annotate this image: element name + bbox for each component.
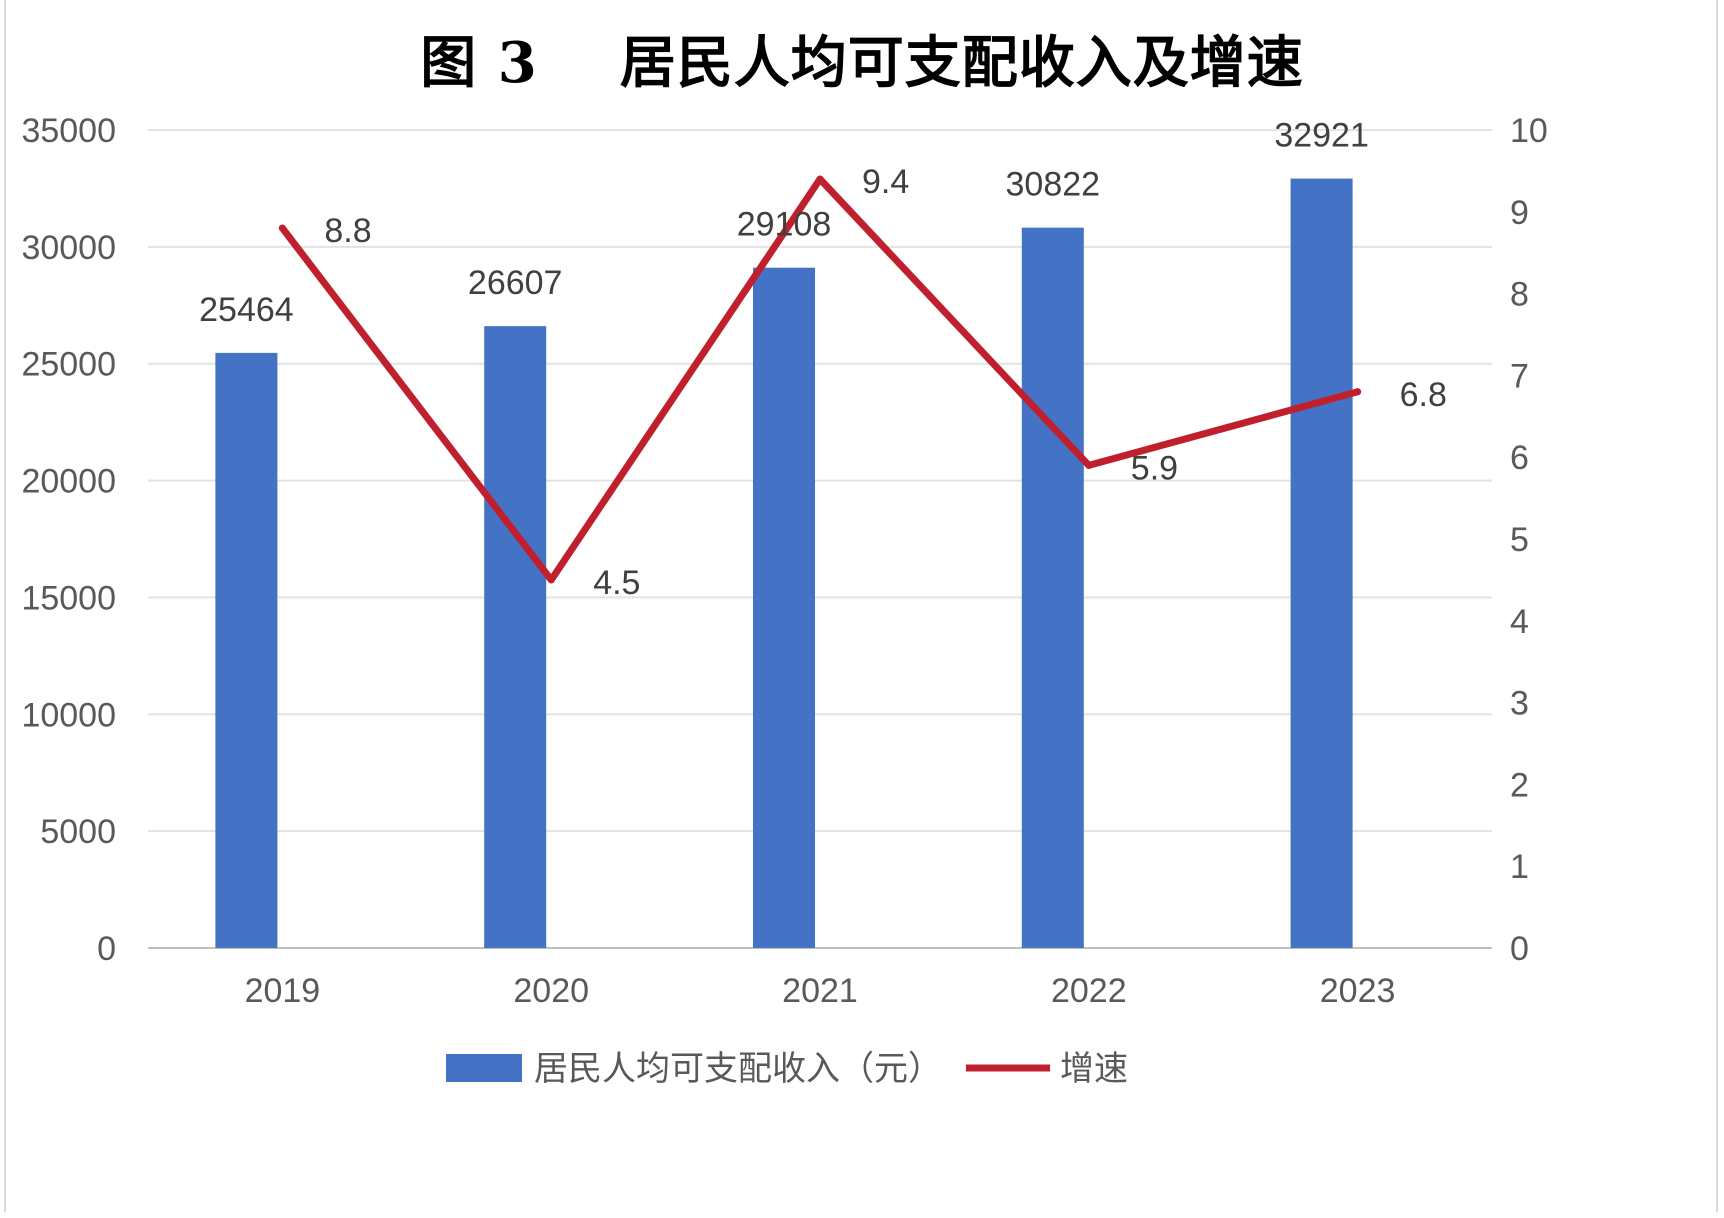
y-right-tick-label: 8 [1510,276,1529,314]
x-tick-label: 2021 [782,972,858,1010]
chart-frame [4,0,1718,1212]
line-value-label: 6.8 [1400,376,1447,414]
gridlines [148,129,1492,949]
bar-value-label: 26607 [468,264,563,302]
y-left-tick-label: 30000 [21,229,116,267]
line-point [278,224,286,232]
bar [215,352,278,948]
y-left-tick-label: 35000 [21,112,116,150]
bar [753,267,815,948]
y-right-tick-label: 6 [1510,439,1529,477]
bar-value-label: 25464 [199,291,294,329]
y-right-tick-label: 9 [1510,194,1529,232]
line-value-label: 5.9 [1131,449,1178,487]
legend-swatch-bar [446,1054,522,1082]
bar [484,326,547,949]
y-right-tick-label: 3 [1510,685,1529,723]
bar-value-label: 32921 [1274,117,1369,155]
x-tick-label: 2022 [1051,972,1127,1010]
bar-series [215,178,1353,949]
line-value-label: 4.5 [593,564,640,602]
axes: 0 5000 10000 15000 20000 25000 30000 35000 0 1 2 3 4… [21,112,1547,1010]
y-right-tick-label: 2 [1510,766,1529,804]
x-tick-label: 2020 [513,972,589,1010]
legend-label-bar: 居民人均可支配收入（元） [534,1049,942,1089]
data-labels: 25464 26607 29108 30822 32921 8.8 4.5 9.4 5.9 6.8 [199,117,1447,602]
bar-value-label: 29108 [737,206,832,244]
y-left-tick-label: 20000 [21,463,116,501]
line-point [816,175,824,183]
legend: 居民人均可支配收入（元） 增速 [446,1049,1128,1089]
y-right-tick-label: 7 [1510,357,1529,395]
line-series [278,175,1362,584]
bar [1021,227,1084,949]
y-right-tick-label: 5 [1510,521,1529,559]
line-point [1354,388,1362,396]
y-right-tick-label: 0 [1510,930,1529,968]
y-left-tick-label: 0 [97,930,116,968]
y-left-tick-label: 5000 [40,813,116,851]
line-point [547,576,555,584]
bar [1290,178,1353,948]
line-value-label: 9.4 [862,163,909,201]
y-left-tick-label: 15000 [21,579,116,617]
y-left-tick-label: 10000 [21,696,116,734]
chart-title: 图 3 居民人均可支配收入及增速 [420,30,1304,96]
bar-value-label: 30822 [1006,166,1101,204]
legend-label-line: 增速 [1060,1049,1128,1089]
x-tick-label: 2019 [245,972,321,1010]
y-right-tick-label: 10 [1510,112,1548,150]
x-tick-label: 2023 [1320,972,1396,1010]
y-left-tick-label: 25000 [21,346,116,384]
y-right-tick-label: 1 [1510,848,1529,886]
line-point [1085,461,1093,469]
y-right-tick-label: 4 [1510,603,1529,641]
line-value-label: 8.8 [324,212,371,250]
